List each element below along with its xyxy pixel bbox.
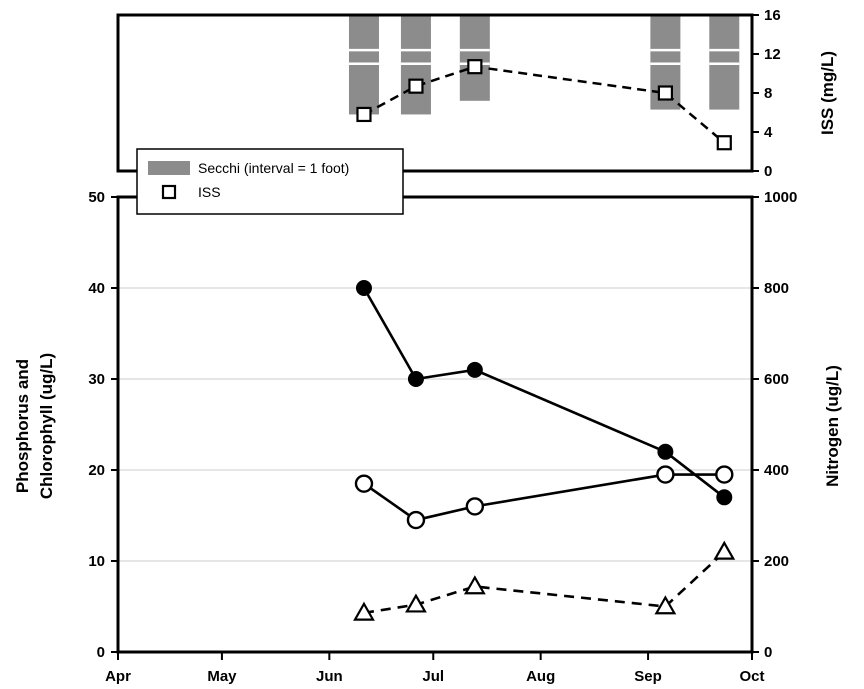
right-tick-label: 0 bbox=[764, 644, 772, 661]
series-1-line bbox=[362, 287, 726, 499]
x-axis-ticks: Apr May Jun Jul Aug Sep Oct bbox=[105, 652, 765, 685]
right-axis-ticks: 1000 800 600 400 200 0 bbox=[752, 189, 797, 661]
series-3-point-4 bbox=[654, 595, 677, 615]
x-tick-label: Sep bbox=[634, 668, 662, 685]
x-tick-label: Jun bbox=[316, 668, 343, 685]
iss-point-3 bbox=[467, 59, 483, 75]
left-axis-ticks: 50 40 30 20 10 0 bbox=[88, 189, 118, 661]
left-axis-label-line1: Phosphorus and bbox=[13, 359, 32, 493]
right-tick-label: 600 bbox=[764, 371, 789, 388]
x-tick-label: Oct bbox=[739, 668, 764, 685]
top-right-tick-label: 0 bbox=[764, 163, 772, 180]
left-tick-label: 20 bbox=[88, 462, 105, 479]
left-tick-label: 40 bbox=[88, 280, 105, 297]
series-1-point-4 bbox=[657, 443, 674, 460]
top-right-tick-label: 16 bbox=[764, 7, 781, 24]
iss-series bbox=[356, 59, 732, 151]
series-1-point-5 bbox=[716, 489, 733, 506]
left-tick-label: 30 bbox=[88, 371, 105, 388]
legend-iss-label: ISS bbox=[198, 184, 221, 200]
bottom-series bbox=[353, 280, 736, 621]
series-3-line bbox=[363, 550, 726, 615]
iss-point-2 bbox=[408, 78, 424, 94]
series-2-point-5 bbox=[715, 465, 734, 484]
series-2-point-1 bbox=[354, 474, 374, 493]
nitrogen-axis-label: Nitrogen (ug/L) bbox=[823, 365, 842, 487]
series-2-point-4 bbox=[656, 465, 675, 484]
series-1-point-3 bbox=[466, 361, 483, 378]
top-right-tick-label: 12 bbox=[764, 46, 781, 63]
right-tick-label: 800 bbox=[764, 280, 789, 297]
series-2-point-3 bbox=[465, 497, 485, 516]
series-3-point-2 bbox=[405, 593, 427, 613]
top-panel: 16 12 8 4 0 ISS (mg/L) bbox=[116, 7, 837, 180]
top-right-tick-label: 4 bbox=[764, 124, 773, 141]
left-tick-label: 10 bbox=[88, 553, 105, 570]
secchi-bars bbox=[348, 15, 740, 115]
bottom-plot-frame bbox=[116, 195, 754, 654]
legend-secchi-label: Secchi (interval = 1 foot) bbox=[198, 160, 349, 176]
right-tick-label: 200 bbox=[764, 553, 789, 570]
gridlines bbox=[118, 287, 752, 562]
series-1-point-2 bbox=[407, 371, 424, 387]
top-right-tick-label: 8 bbox=[764, 85, 772, 102]
top-right-axis-ticks: 16 12 8 4 0 bbox=[752, 7, 781, 180]
left-axis-label-line2: Chlorophyll (ug/L) bbox=[37, 353, 56, 499]
iss-point-1 bbox=[356, 106, 372, 123]
legend-iss-marker bbox=[161, 184, 177, 200]
legend: Secchi (interval = 1 foot) ISS bbox=[136, 148, 404, 215]
x-tick-label: Jul bbox=[422, 668, 444, 685]
series-3-point-5 bbox=[713, 540, 736, 560]
left-tick-label: 50 bbox=[88, 189, 105, 206]
x-tick-label: Apr bbox=[105, 668, 131, 685]
iss-point-5 bbox=[716, 135, 732, 151]
secchi-bar-3 bbox=[459, 15, 490, 101]
x-tick-label: May bbox=[207, 668, 237, 685]
right-tick-label: 1000 bbox=[764, 189, 797, 206]
bottom-panel: 50 40 30 20 10 0 1000 800 600 400 200 0 Apr May Jun J… bbox=[13, 189, 842, 685]
left-tick-label: 0 bbox=[97, 644, 105, 661]
iss-point-4 bbox=[657, 85, 673, 101]
series-3-point-1 bbox=[353, 601, 375, 621]
iss-axis-label: ISS (mg/L) bbox=[818, 51, 837, 135]
series-3-point-3 bbox=[463, 575, 486, 595]
legend-box bbox=[136, 148, 404, 215]
legend-secchi-swatch bbox=[148, 161, 190, 175]
series-1-point-1 bbox=[355, 280, 372, 296]
x-tick-label: Aug bbox=[526, 668, 555, 685]
series-2-point-2 bbox=[406, 510, 426, 530]
right-tick-label: 400 bbox=[764, 462, 789, 479]
secchi-bar-5 bbox=[709, 15, 740, 110]
